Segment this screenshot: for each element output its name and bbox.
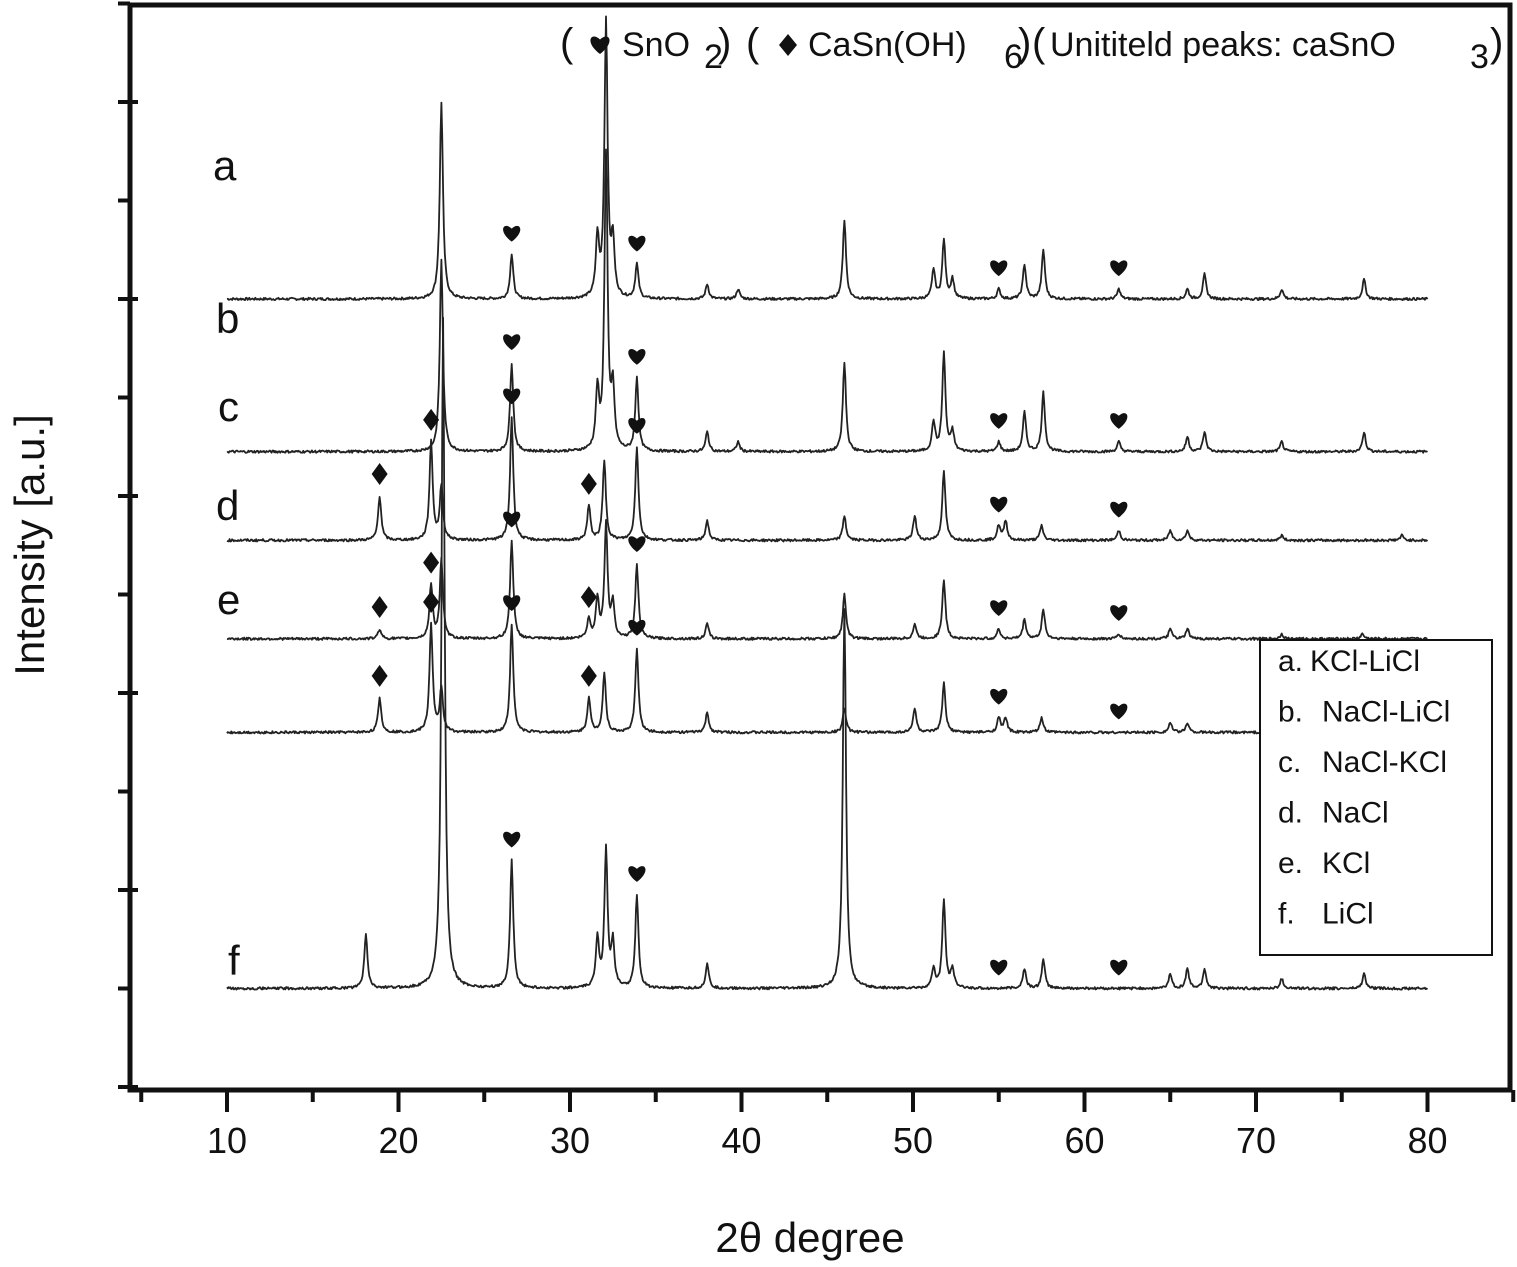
curve-label-f: f (228, 937, 240, 984)
key-sno2-heart-icon (590, 36, 610, 54)
sno2-marker (503, 388, 521, 405)
key-sno2-label: SnO (622, 26, 690, 64)
sno2-marker (628, 417, 646, 434)
legend-label-2: NaCl-KCl (1322, 746, 1447, 779)
key-unidentified-label: Unititeld peaks: caSnO (1050, 26, 1396, 64)
curve-label-b: b (216, 295, 239, 342)
x-tick-label: 40 (721, 1120, 761, 1161)
sno2-marker (1110, 605, 1128, 621)
key-unidentified-subscript: 3 (1470, 38, 1489, 76)
sno2-marker (990, 413, 1008, 429)
x-tick-label: 30 (550, 1120, 590, 1161)
sno2-marker (1110, 703, 1128, 720)
plot-frame (127, 2, 1513, 1093)
sno2-marker (1110, 959, 1128, 976)
casn-oh6-marker (580, 664, 597, 687)
sno2-marker (503, 225, 521, 242)
series-line-c (226, 416, 1429, 543)
key-paren: ) (1490, 21, 1503, 65)
sno2-marker (628, 866, 646, 882)
sno2-marker (1110, 260, 1128, 277)
casn-oh6-marker (423, 408, 440, 431)
casn-oh6-marker (580, 586, 597, 609)
x-tick-label: 10 (207, 1120, 247, 1161)
legend-label-3: NaCl (1322, 797, 1389, 830)
sno2-marker (628, 349, 646, 365)
sno2-marker (990, 600, 1008, 616)
sno2-marker (503, 831, 521, 848)
legend-label-0: KCl-LiCl (1310, 645, 1420, 678)
curve-label-e: e (217, 576, 240, 623)
casn-oh6-marker (371, 595, 388, 618)
key-paren: ) (1018, 21, 1031, 65)
key-paren: ( (746, 21, 760, 65)
legend-label-4: KCl (1322, 847, 1370, 880)
series-line-f (226, 316, 1429, 991)
legend-label-1: NaCl-LiCl (1322, 696, 1450, 729)
legend-box (1259, 639, 1493, 956)
key-casn-subscript: 6 (1004, 38, 1023, 76)
casn-oh6-marker (423, 551, 440, 574)
curve-label-a: a (213, 142, 237, 189)
series-line-b (226, 148, 1428, 454)
y-axis-title: Intensity [a.u.] (6, 414, 53, 675)
casn-oh6-marker (371, 664, 388, 687)
x-axis-title: 2θ degree (715, 1214, 904, 1261)
legend-key-5: f. (1278, 898, 1295, 931)
sno2-marker (628, 536, 646, 552)
key-paren: ) (718, 21, 731, 65)
legend-key-3: d. (1278, 797, 1303, 830)
key-casn-diamond-icon (779, 34, 797, 56)
series-line-d (226, 519, 1428, 641)
key-paren: ( (560, 21, 574, 65)
curve-label-d: d (216, 482, 239, 529)
key-paren: ( (1032, 21, 1046, 65)
sno2-marker (503, 511, 521, 528)
series-line-e (226, 621, 1429, 735)
legend-key-0: a. (1278, 645, 1303, 678)
sno2-marker (503, 334, 521, 351)
sno2-marker (1110, 501, 1128, 518)
casn-oh6-marker (423, 591, 440, 614)
x-tick-label: 80 (1407, 1120, 1447, 1161)
casn-oh6-marker (580, 472, 597, 495)
sno2-marker (628, 235, 646, 252)
sno2-marker (990, 260, 1008, 277)
sno2-marker (990, 688, 1008, 705)
sno2-marker (503, 595, 521, 612)
x-tick-label: 70 (1236, 1120, 1276, 1161)
sno2-marker (628, 619, 646, 636)
key-sno2-subscript: 2 (704, 38, 723, 76)
legend-key-4: e. (1278, 847, 1303, 880)
casn-oh6-marker (371, 463, 388, 485)
x-tick-label: 60 (1064, 1120, 1104, 1161)
sno2-marker (1110, 413, 1128, 429)
sno2-marker (990, 959, 1008, 976)
legend-key-1: b. (1278, 696, 1303, 729)
legend-key-2: c. (1278, 746, 1301, 779)
series-line-a (226, 15, 1429, 302)
key-casn-label: CaSn(OH) (808, 26, 967, 64)
legend-label-5: LiCl (1322, 898, 1374, 931)
x-tick-label: 20 (378, 1120, 418, 1161)
sno2-marker (990, 496, 1008, 513)
x-tick-label: 50 (893, 1120, 933, 1161)
curve-label-c: c (218, 383, 239, 430)
